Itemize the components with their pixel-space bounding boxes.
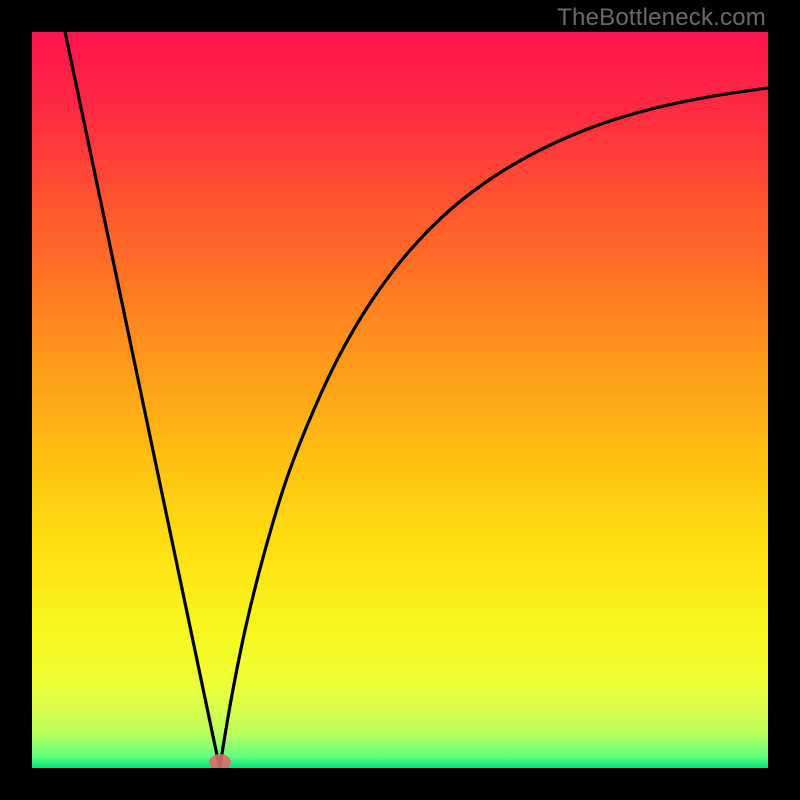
watermark-text: TheBottleneck.com — [557, 4, 766, 32]
curve-path — [65, 32, 768, 768]
plot-area — [32, 32, 768, 768]
bottleneck-curve — [32, 32, 768, 768]
optimum-marker-icon — [209, 754, 231, 768]
